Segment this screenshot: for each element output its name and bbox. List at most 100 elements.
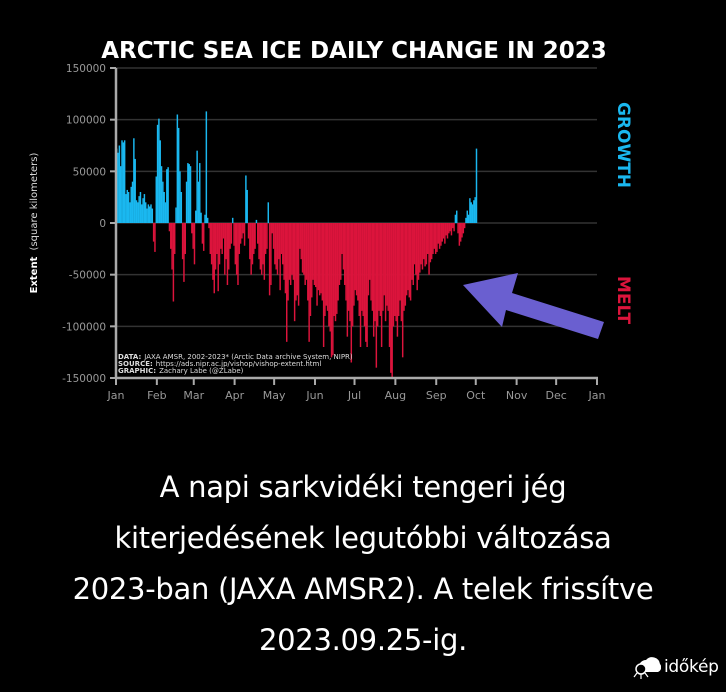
daily-bar [326, 223, 329, 311]
daily-bar [291, 223, 293, 275]
daily-bar [249, 223, 251, 260]
daily-bar [424, 223, 426, 267]
daily-bar [230, 223, 233, 244]
daily-bar [354, 223, 356, 291]
credit-graphic-text: Zachary Labe (@ZLabe) [159, 367, 244, 375]
daily-bar [362, 223, 364, 316]
daily-bar [171, 223, 173, 270]
daily-bar [158, 118, 160, 223]
daily-bar [263, 223, 266, 280]
daily-bar [255, 219, 258, 223]
daily-bar [454, 214, 457, 223]
daily-bar [317, 223, 320, 291]
idokep-logo: időkép [633, 654, 719, 680]
daily-bar [428, 223, 430, 275]
daily-bar [289, 223, 292, 285]
daily-bar [216, 223, 218, 254]
daily-bar [241, 223, 243, 239]
x-tick-label: May [263, 389, 286, 402]
daily-bar [213, 223, 215, 294]
credit-graphic-key: GRAPHIC: [118, 367, 156, 375]
daily-bar [438, 223, 441, 249]
daily-bar [133, 138, 135, 223]
daily-bar [119, 166, 122, 223]
daily-bar [181, 223, 184, 260]
credit-source-text: https://ads.nipr.ac.jp/vishop/vishop-ext… [156, 360, 322, 368]
daily-bar [318, 223, 321, 296]
daily-bar [437, 223, 440, 244]
daily-bar [217, 223, 219, 292]
daily-bar [242, 223, 244, 234]
daily-bar [278, 223, 280, 260]
credit-data-text: JAXA AMSR, 2002-2023* (Arctic Data archi… [143, 353, 353, 361]
daily-bar [192, 223, 194, 249]
daily-bar [193, 223, 196, 265]
daily-bar [396, 223, 399, 337]
chart-title: ARCTIC SEA ICE DAILY CHANGE IN 2023 [101, 38, 607, 64]
daily-bar [155, 176, 157, 223]
credits: DATA: JAXA AMSR, 2002-2023* (Arctic Data … [118, 353, 353, 375]
daily-bar [151, 208, 154, 223]
daily-bar [286, 223, 288, 342]
daily-bar [287, 223, 289, 301]
daily-bar [341, 223, 343, 254]
daily-bar [187, 163, 189, 223]
daily-bar [452, 223, 454, 229]
daily-bar [425, 223, 428, 265]
daily-bar [214, 223, 217, 270]
daily-bar [440, 223, 442, 246]
daily-bar [459, 223, 462, 242]
daily-bar [220, 223, 222, 249]
daily-bar [251, 223, 254, 265]
daily-bar [125, 194, 127, 223]
daily-bar [415, 223, 417, 275]
daily-bar [257, 223, 259, 244]
daily-bar [403, 223, 405, 311]
daily-bar [445, 223, 447, 236]
daily-bar [399, 223, 401, 301]
x-tick-label: Feb [147, 389, 166, 402]
daily-bar [379, 223, 382, 316]
daily-bar [135, 200, 138, 223]
bar-series [116, 111, 478, 378]
daily-bar [154, 223, 156, 252]
svg-text:GRAPHIC:Zachary Labe (@ZLabe): GRAPHIC: Zachary Labe (@ZLabe) [118, 367, 244, 375]
daily-bar [349, 223, 351, 322]
daily-bar [457, 223, 459, 234]
y-tick-label: 150000 [66, 63, 106, 75]
daily-bar [226, 223, 229, 285]
y-axis-label-bold: Extent [29, 256, 40, 293]
daily-bar [467, 214, 470, 223]
daily-bar [168, 223, 171, 232]
daily-bar [200, 212, 202, 223]
daily-bar [258, 223, 260, 260]
daily-bar [123, 140, 126, 223]
x-tick-label: Apr [225, 389, 245, 402]
daily-bar [229, 223, 231, 249]
daily-bar [376, 223, 379, 327]
daily-bar [321, 223, 324, 301]
daily-bar [268, 223, 271, 296]
daily-bar [300, 223, 302, 260]
daily-bar [309, 223, 312, 316]
daily-bar [462, 223, 465, 234]
daily-bar [237, 223, 239, 285]
daily-bar [297, 223, 300, 306]
daily-bar [163, 192, 165, 223]
daily-bar [160, 166, 163, 223]
daily-bar [239, 223, 242, 244]
daily-bar [365, 223, 367, 342]
daily-bar [121, 140, 123, 223]
daily-bar [303, 223, 305, 275]
daily-bar [395, 223, 397, 322]
daily-bar [301, 223, 304, 273]
daily-bar [117, 152, 119, 223]
daily-bar [245, 175, 247, 223]
daily-bar [413, 223, 416, 265]
daily-bar [299, 223, 301, 249]
daily-bar [330, 223, 333, 358]
x-tick-label: Jul [347, 389, 361, 402]
daily-bar [409, 223, 412, 301]
daily-bar [205, 111, 208, 223]
daily-bar [340, 223, 342, 280]
